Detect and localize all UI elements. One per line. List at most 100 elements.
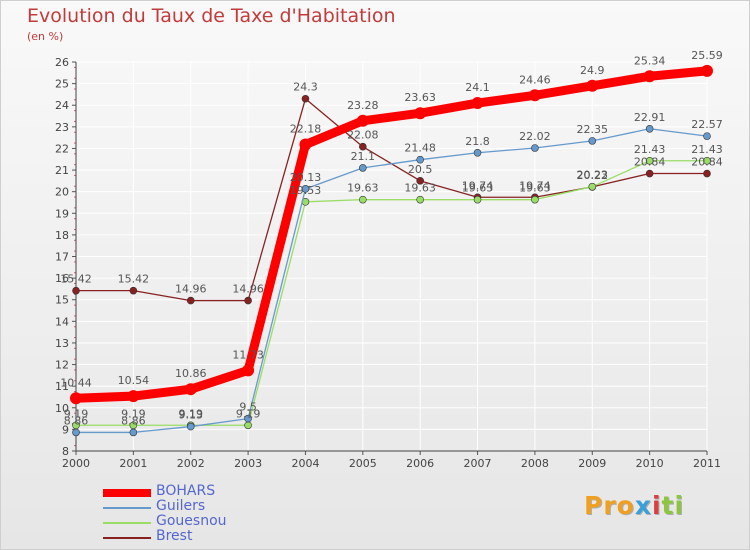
data-label-brest: 24.3 [293, 81, 318, 94]
data-label-guilers: 9.13 [178, 409, 203, 422]
data-point-guilers [244, 414, 252, 423]
data-label-bohars: 24.9 [580, 64, 605, 77]
data-point-brest [186, 296, 195, 305]
y-tick-label: 22 [55, 142, 69, 155]
data-label-bohars: 25.34 [634, 54, 666, 67]
data-point-gouesnou [588, 182, 597, 191]
data-label-bohars: 23.63 [404, 91, 436, 104]
y-tick-label: 17 [55, 251, 69, 264]
data-point-brest [416, 177, 424, 185]
x-tick-label: 2009 [578, 457, 606, 470]
data-label-gouesnou: 21.43 [634, 143, 666, 156]
y-tick-label: 20 [55, 186, 69, 199]
data-label-brest: 19.74 [462, 179, 494, 192]
data-label-bohars: 10.44 [60, 376, 92, 389]
legend-swatch [103, 522, 151, 524]
y-tick-label: 16 [55, 272, 69, 285]
x-tick-label: 2010 [636, 457, 664, 470]
data-point-guilers [301, 185, 310, 193]
series-line-guilers [75, 128, 708, 434]
data-point-bohars [242, 364, 255, 377]
y-tick-label: 21 [55, 164, 69, 177]
data-label-gouesnou: 9.19 [236, 407, 261, 420]
legend-swatch [103, 489, 151, 497]
data-label-bohars: 24.1 [465, 81, 490, 94]
data-point-guilers [186, 422, 195, 431]
x-tick-label: 2003 [234, 457, 262, 470]
logo-letters: Pro [584, 491, 635, 520]
data-label-bohars: 23.28 [347, 99, 379, 112]
data-point-guilers [129, 428, 138, 437]
data-point-bohars [299, 138, 312, 151]
y-tick-label: 24 [55, 99, 69, 112]
legend-swatch [103, 537, 151, 539]
data-point-guilers [473, 148, 482, 157]
y-tick-label: 10 [55, 402, 69, 415]
data-point-bohars [356, 114, 369, 127]
data-label-brest: 15.42 [60, 273, 92, 286]
y-tick-label: 26 [55, 56, 69, 69]
data-point-bohars [586, 79, 599, 92]
x-tick-label: 2005 [349, 457, 377, 470]
data-label-guilers: 22.91 [634, 111, 666, 124]
data-point-gouesnou [473, 195, 482, 204]
y-tick-label: 11 [55, 380, 69, 393]
data-point-brest [244, 296, 252, 305]
data-label-guilers: 21.48 [404, 142, 436, 155]
data-point-bohars [471, 97, 484, 110]
data-point-bohars [70, 392, 82, 405]
data-label-gouesnou: 9.19 [64, 407, 89, 420]
data-point-brest [72, 286, 80, 295]
data-label-brest: 15.42 [118, 273, 150, 286]
data-point-bohars [528, 89, 541, 102]
data-label-brest: 20.84 [634, 156, 666, 169]
data-label-brest: 20.22 [577, 169, 609, 182]
data-point-guilers [359, 164, 367, 172]
data-label-gouesnou: 19.63 [462, 182, 494, 195]
y-tick-label: 8 [62, 445, 69, 458]
data-point-guilers [645, 124, 654, 133]
y-tick-label: 15 [55, 294, 69, 307]
data-label-gouesnou: 19.63 [347, 182, 379, 195]
data-label-bohars: 11.73 [232, 348, 264, 361]
data-label-bohars: 25.59 [691, 49, 723, 62]
y-unit-label: (en %) [27, 30, 64, 43]
y-tick-label: 18 [55, 229, 69, 242]
data-label-brest: 19.74 [519, 179, 551, 192]
data-label-brest: 20.5 [408, 163, 433, 176]
data-label-bohars: 24.46 [519, 73, 551, 86]
data-label-gouesnou: 9.19 [178, 407, 203, 420]
data-label-bohars: 10.86 [175, 367, 207, 380]
x-tick-label: 2006 [406, 457, 434, 470]
data-label-gouesnou: 9.19 [121, 407, 146, 420]
data-point-guilers [531, 144, 539, 152]
logo-letters: ti [661, 491, 685, 520]
logo-letters: i [651, 491, 662, 520]
data-label-gouesnou: 21.43 [691, 143, 723, 156]
y-tick-label: 12 [55, 359, 69, 372]
data-point-brest [645, 169, 654, 178]
data-label-bohars: 10.54 [118, 374, 150, 387]
legend-label: BOHARS [156, 483, 216, 499]
y-tick-label: 14 [55, 315, 69, 328]
data-label-guilers: 22.57 [691, 118, 723, 131]
y-tick-label: 23 [55, 121, 69, 134]
legend-label: Guilers [156, 498, 206, 514]
data-label-guilers: 22.02 [519, 130, 551, 143]
y-tick-label: 25 [55, 78, 69, 91]
x-tick-label: 2002 [177, 457, 205, 470]
data-point-gouesnou [531, 195, 539, 204]
x-tick-label: 2008 [521, 457, 549, 470]
data-label-guilers: 20.13 [290, 171, 322, 184]
data-point-gouesnou [703, 156, 711, 165]
x-tick-label: 2011 [693, 457, 721, 470]
y-tick-label: 13 [55, 337, 69, 350]
data-label-gouesnou: 19.63 [519, 182, 551, 195]
series-line-gouesnou [75, 160, 708, 426]
data-point-bohars [127, 390, 140, 403]
data-point-gouesnou [359, 195, 367, 204]
proxiti-logo: Proxiti [584, 491, 684, 520]
data-label-brest: 22.08 [347, 129, 379, 142]
logo-letters: x [634, 491, 652, 520]
